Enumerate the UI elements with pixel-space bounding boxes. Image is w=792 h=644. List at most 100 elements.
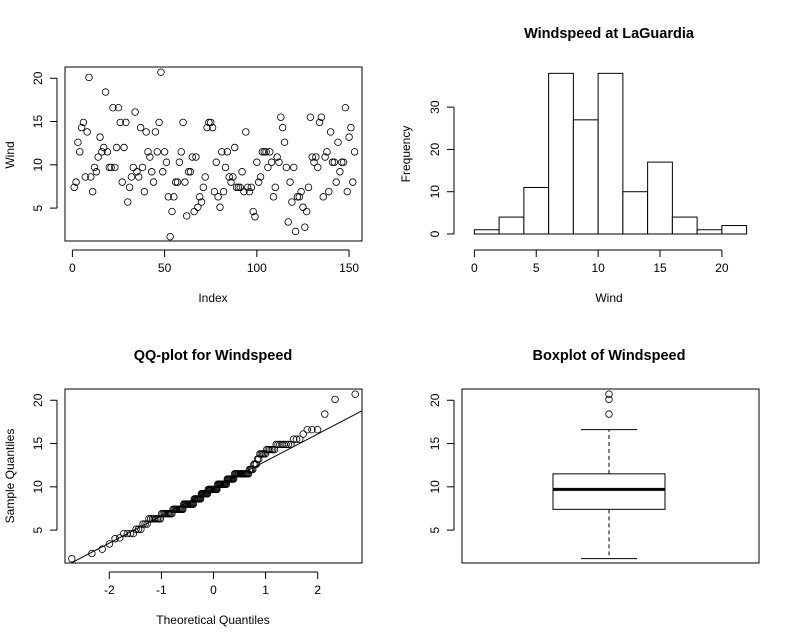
qq-point [292, 435, 301, 443]
x-tick-label: 150 [339, 261, 359, 275]
data-point [98, 148, 106, 156]
x-tick-label: 0 [69, 261, 76, 275]
data-point [140, 187, 149, 196]
y-tick-label: 15 [428, 437, 442, 451]
x-axis-histogram: 0 5 10 15 20 [471, 249, 729, 275]
data-point [111, 163, 119, 172]
y-tick-label: 20 [31, 393, 45, 407]
histogram-bars [473, 72, 748, 235]
data-point [314, 163, 322, 172]
data-point [201, 173, 209, 181]
panel-boxplot: Boxplot of Windspeed 5 10 15 20 [428, 348, 760, 564]
qq-point [303, 425, 311, 434]
y-axis-histogram: 0 10 20 30 [428, 100, 455, 237]
y-axis-index: 5 10 15 20 [31, 71, 58, 211]
data-point [264, 163, 272, 172]
data-point [308, 153, 316, 161]
data-point [184, 168, 193, 176]
x-tick-label: 5 [533, 261, 540, 275]
data-point [151, 128, 160, 136]
data-point [120, 143, 128, 152]
data-point [160, 148, 169, 156]
plot-box-index [64, 66, 363, 242]
data-point [273, 153, 281, 161]
x-tick-label: 0 [210, 583, 217, 597]
qq-point [116, 534, 124, 542]
boxplot-shape [552, 390, 666, 560]
data-point [105, 163, 113, 172]
y-tick-label: 20 [428, 142, 442, 156]
data-point [293, 193, 302, 201]
data-point [315, 118, 324, 127]
data-point [219, 187, 228, 196]
data-point [72, 178, 80, 186]
qq-point [296, 435, 304, 443]
outlier-point [605, 410, 613, 418]
data-point [88, 187, 97, 196]
y-tick-label: 20 [31, 71, 45, 85]
histogram-bar [572, 119, 599, 235]
histogram-bar [671, 216, 698, 235]
histogram-bar [647, 161, 673, 235]
x-axis-label-index: Index [198, 291, 227, 305]
data-point [96, 133, 104, 141]
data-point [144, 148, 152, 156]
data-point [275, 158, 283, 166]
data-point [170, 193, 178, 201]
y-tick-label: 0 [428, 230, 442, 237]
data-point [114, 103, 123, 112]
data-point [192, 153, 200, 161]
histogram-bar [622, 191, 649, 235]
data-point [299, 203, 307, 211]
x-tick-label: 15 [653, 261, 667, 275]
data-point [221, 163, 230, 172]
qq-point [129, 529, 138, 538]
data-point [135, 173, 143, 181]
data-point [231, 143, 239, 152]
qq-points [68, 390, 359, 563]
histogram-bar [696, 229, 723, 235]
data-point [118, 178, 126, 186]
histogram-bar [523, 186, 550, 235]
data-point [282, 163, 291, 172]
data-point [142, 128, 150, 136]
data-point [190, 207, 198, 216]
data-point [183, 212, 191, 220]
data-point [155, 118, 163, 127]
data-point [83, 128, 91, 136]
qq-point [123, 529, 131, 538]
data-point [266, 148, 274, 156]
qq-point [274, 440, 282, 449]
data-point [208, 123, 217, 132]
qq-point [88, 549, 96, 558]
data-point [107, 163, 115, 172]
data-point [350, 148, 359, 156]
qq-point [270, 445, 279, 454]
data-point [262, 148, 270, 156]
data-point [116, 118, 125, 127]
y-tick-label: 10 [428, 480, 442, 494]
data-point [138, 163, 147, 172]
data-point [247, 183, 256, 192]
data-point [74, 138, 82, 147]
data-point [328, 158, 337, 166]
x-tick-label: 1 [262, 583, 269, 597]
data-point [124, 198, 132, 206]
qq-point [351, 390, 359, 398]
data-point [336, 168, 344, 176]
data-point [216, 203, 224, 211]
x-tick-label: 50 [158, 261, 172, 275]
qq-point [134, 525, 143, 533]
x-tick-label: 20 [715, 261, 729, 275]
x-tick-label: 2 [314, 583, 321, 597]
qq-point [132, 525, 140, 533]
data-point [166, 232, 174, 241]
data-point [295, 193, 303, 201]
data-point [245, 187, 254, 196]
x-axis-index: 0 50 100 150 [69, 249, 359, 275]
boxplot-title: Boxplot of Windspeed [533, 348, 686, 364]
y-axis-qq: 5 10 15 20 [31, 393, 58, 533]
y-axis-label-qq: Sample Quantiles [3, 429, 17, 524]
qq-point [280, 440, 288, 449]
data-point [339, 158, 348, 166]
